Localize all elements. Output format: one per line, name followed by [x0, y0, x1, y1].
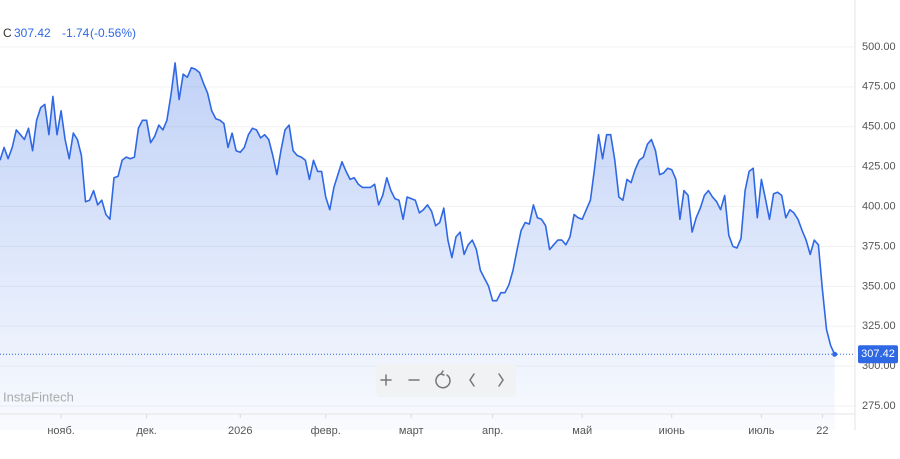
x-tick-label: май [572, 425, 592, 437]
symbol: C [3, 26, 12, 40]
y-tick-label: 275.00 [862, 400, 896, 412]
y-tick-label: 425.00 [862, 161, 896, 173]
scroll-left[interactable] [469, 373, 475, 387]
change: -1.74 [62, 26, 90, 40]
y-tick-label: 400.00 [862, 200, 896, 212]
zoom-in[interactable] [380, 374, 392, 386]
last-point [832, 351, 838, 357]
y-tick-label: 450.00 [862, 121, 896, 133]
y-tick-label: 500.00 [862, 41, 896, 53]
plot [0, 62, 855, 431]
x-tick-label: апр. [482, 425, 503, 437]
x-tick-label: 22 [816, 425, 828, 437]
last-value-badge [858, 345, 898, 364]
y-tick-label: 350.00 [862, 280, 896, 292]
last-value-label: 307.42 [861, 348, 895, 360]
area [0, 62, 835, 431]
y-tick-label: 475.00 [862, 81, 896, 93]
reset[interactable] [435, 370, 451, 389]
x-tick-label: июль [748, 425, 775, 437]
x-tick-label: февр. [311, 425, 341, 437]
x-tick-label: дек. [136, 425, 156, 437]
line [0, 62, 836, 355]
x-tick-label: нояб. [47, 425, 75, 437]
toolbar [376, 364, 516, 397]
y-tick-label: 375.00 [862, 240, 896, 252]
watermark: InstaFintech [3, 389, 74, 404]
change-percent: (-0.56%) [90, 26, 136, 40]
y-tick-label: 325.00 [862, 320, 896, 332]
x-tick-label: 2026 [228, 425, 252, 437]
x-tick-label: март [399, 425, 424, 437]
scroll-right[interactable] [498, 373, 504, 387]
x-tick-label: июнь [659, 425, 685, 437]
toolbar-bg [376, 364, 516, 397]
last-price: 307.42 [14, 26, 51, 40]
